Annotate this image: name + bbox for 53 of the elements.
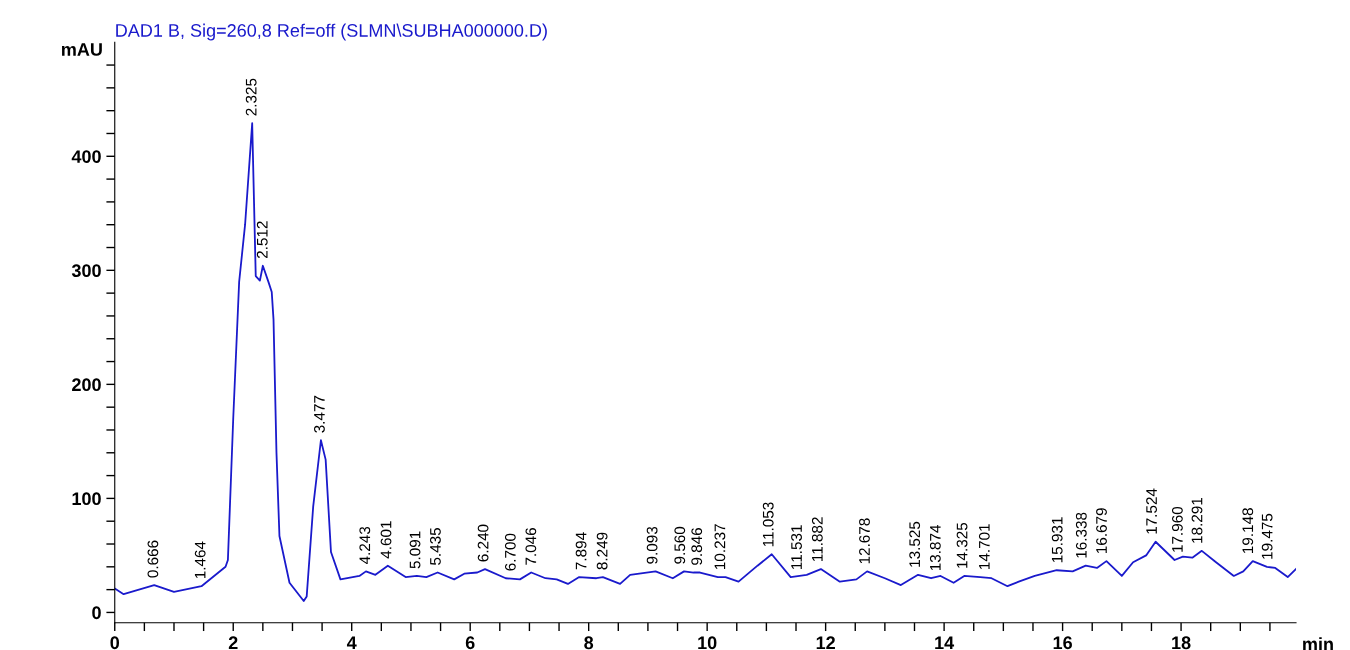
annotation: 11.882 [811, 517, 823, 561]
x-tick-label: 8 [584, 636, 594, 650]
annotation: 7.894 [575, 532, 587, 570]
annotation: 17.960 [1171, 506, 1183, 552]
annotation: 13.874 [929, 525, 941, 571]
annotation: 7.046 [525, 528, 537, 565]
annotation: 8.249 [596, 532, 608, 570]
x-tick-label: 18 [1172, 636, 1191, 650]
line-series [114, 122, 1296, 602]
annotation: 3.477 [314, 395, 325, 433]
x-tick-label: 16 [1053, 636, 1072, 650]
annotation: 9.846 [691, 528, 703, 565]
y-tick-label: 400 [71, 150, 101, 164]
chart-title: DAD1 B, Sig=260,8 Ref=off (SLMN\SUBHA000000.D) [116, 23, 547, 41]
x-tick-label: 6 [465, 636, 475, 650]
x-tick-label: 14 [935, 636, 955, 649]
annotation: 18.291 [1191, 497, 1203, 543]
x-tick-label: 12 [816, 636, 835, 649]
annotation: 6.700 [504, 533, 516, 571]
annotation: 11.531 [791, 525, 802, 569]
annotation: 5.091 [409, 531, 421, 569]
annotation: 17.524 [1146, 488, 1157, 534]
annotation: 1.464 [194, 541, 206, 579]
annotation: 5.435 [430, 527, 441, 565]
annotation: 6.240 [477, 524, 489, 562]
annotation: 15.931 [1051, 517, 1063, 563]
x-tick-label: 2 [228, 636, 238, 649]
annotation: 10.237 [714, 524, 726, 569]
annotation: 9.093 [646, 526, 658, 564]
y-tick-label: 200 [72, 378, 101, 392]
annotation: 4.243 [359, 526, 371, 565]
x-tick-label: 4 [346, 636, 357, 649]
annotation: 2.325 [245, 78, 257, 116]
annotation: 19.475 [1261, 513, 1273, 559]
annotation: 12.678 [859, 518, 870, 564]
x-tick-label: 10 [698, 636, 717, 650]
annotation: 13.525 [909, 521, 921, 567]
annotation: 11.053 [762, 502, 774, 547]
x-axis-title: min [1303, 637, 1333, 650]
annotation: 0.666 [147, 540, 159, 578]
y-tick-label: 100 [72, 492, 101, 506]
y-tick-label: 0 [92, 606, 101, 620]
annotation: 9.560 [674, 526, 686, 564]
y-axis-title: mAU [61, 43, 102, 56]
y-tick-label: 300 [71, 264, 101, 278]
annotation: 4.601 [380, 521, 392, 559]
annotation: 16.679 [1096, 508, 1107, 554]
x-tick-label: 0 [110, 636, 120, 650]
annotation: 14.701 [978, 524, 990, 569]
annotation: 16.338 [1075, 512, 1087, 558]
annotation: 14.325 [956, 522, 968, 568]
annotation: 19.148 [1242, 508, 1254, 554]
annotation: 2.512 [256, 221, 268, 259]
